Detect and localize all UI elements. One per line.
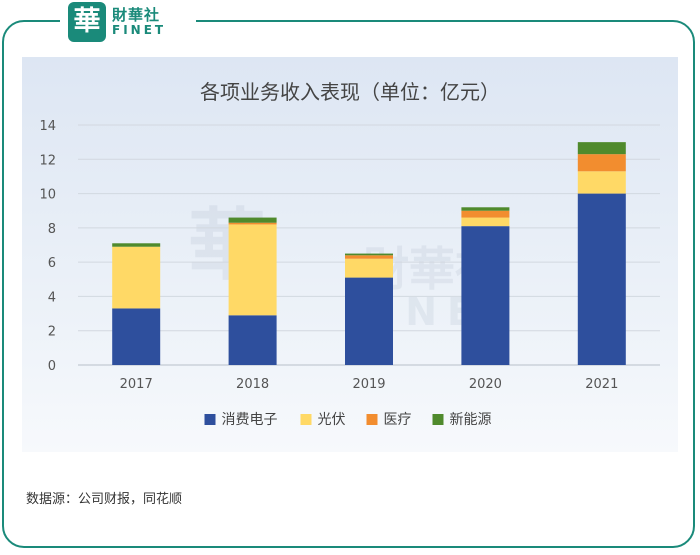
bar-segment bbox=[112, 246, 161, 309]
bar-segment bbox=[228, 222, 277, 225]
bar-segment bbox=[345, 255, 393, 259]
source-note: 数据源：公司财报，同花顺 bbox=[26, 492, 183, 507]
bar-segment bbox=[577, 142, 626, 155]
legend-label: 光伏 bbox=[318, 412, 346, 428]
y-tick-label: 12 bbox=[39, 153, 56, 168]
chart-panel: 華 財華社 FINET 各项业务收入表现（单位：亿元） 0 2 4 6 8 10 12 14 2… bbox=[22, 57, 678, 452]
x-tick-label: 2020 bbox=[469, 377, 502, 392]
y-tick-label: 6 bbox=[48, 256, 56, 271]
brand-mark: 華 bbox=[68, 2, 106, 42]
y-tick-label: 14 bbox=[39, 119, 56, 134]
legend-swatch bbox=[366, 414, 378, 425]
chart-title: 各项业务收入表现（单位：亿元） bbox=[200, 80, 500, 104]
legend-swatch bbox=[204, 414, 216, 425]
bar-segment bbox=[577, 154, 626, 172]
bar-segment bbox=[228, 224, 277, 316]
bar-segment bbox=[228, 217, 277, 223]
bar-chart: 華 財華社 FINET 各项业务收入表现（单位：亿元） 024681012142… bbox=[39, 80, 660, 428]
x-tick-label: 2021 bbox=[585, 377, 618, 392]
y-tick-label: 2 bbox=[48, 325, 56, 340]
bar-segment bbox=[461, 226, 510, 365]
brand-name-cn: 財華社 bbox=[112, 6, 161, 24]
x-tick-label: 2018 bbox=[236, 377, 269, 392]
y-tick-label: 8 bbox=[48, 222, 56, 237]
bar-segment bbox=[461, 217, 510, 227]
legend-swatch bbox=[300, 414, 312, 425]
legend-swatch bbox=[432, 414, 444, 425]
bar-segment bbox=[345, 253, 393, 256]
bar-segment bbox=[345, 277, 393, 365]
y-tick-label: 4 bbox=[48, 290, 56, 305]
brand-name-en: FINET bbox=[112, 23, 167, 37]
bar-segment bbox=[577, 193, 626, 365]
bar-segment bbox=[345, 258, 393, 278]
x-tick-label: 2017 bbox=[120, 377, 153, 392]
bar-segment bbox=[461, 207, 510, 211]
bar-segment bbox=[228, 315, 277, 365]
x-tick-label: 2019 bbox=[352, 377, 385, 392]
brand-logo: 華 財華社 FINET bbox=[60, 0, 196, 44]
y-tick-label: 10 bbox=[39, 188, 56, 203]
legend-label: 医疗 bbox=[384, 412, 412, 428]
legend-label: 消费电子 bbox=[222, 412, 278, 428]
y-tick-label: 0 bbox=[48, 359, 56, 374]
bar-segment bbox=[112, 243, 161, 247]
bar-segment bbox=[461, 210, 510, 218]
bar-segment bbox=[112, 308, 161, 365]
bar-segment bbox=[577, 171, 626, 194]
legend-label: 新能源 bbox=[450, 412, 492, 428]
